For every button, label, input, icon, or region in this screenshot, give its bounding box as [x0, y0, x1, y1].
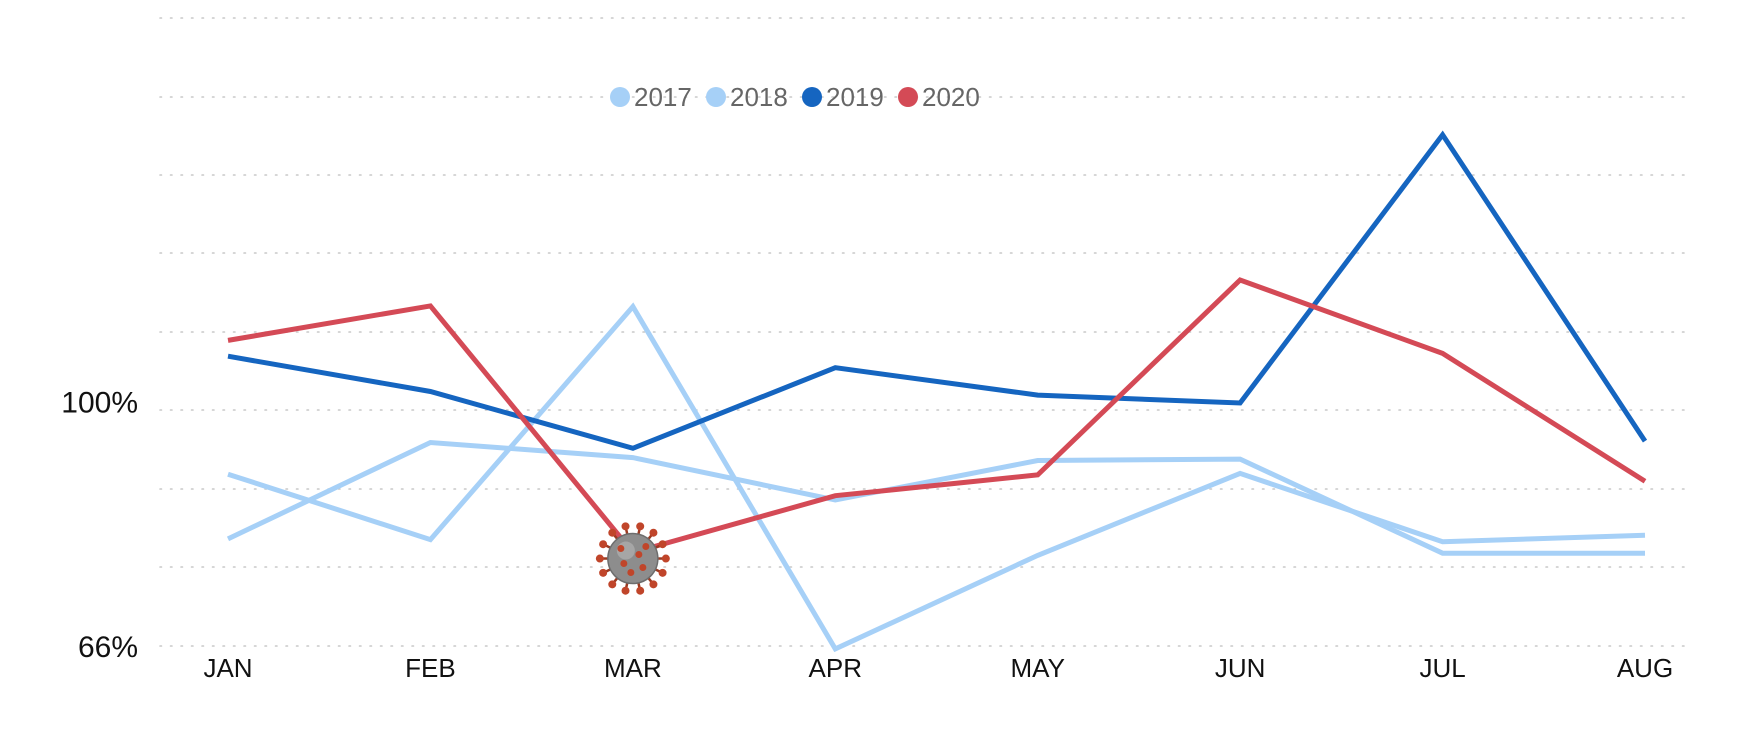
y-tick-label: 100% [61, 387, 138, 420]
x-tick-label: FEB [405, 653, 456, 683]
series-line-2019 [227, 130, 1648, 451]
series-line-2018 [226, 439, 1645, 556]
legend-item-2019: 2019 [802, 82, 884, 112]
legend-item-2017: 2017 [610, 82, 692, 112]
x-tick-label: JUL [1419, 653, 1465, 683]
x-axis: JAN FEB MAR APR MAY JUN JUL AUG [203, 653, 1673, 683]
x-tick-label: MAY [1011, 653, 1065, 683]
legend-label: 2020 [922, 82, 980, 112]
x-tick-label: MAR [604, 653, 662, 683]
legend-swatch [610, 87, 630, 107]
series-lines [226, 130, 1648, 653]
y-tick-label: 66% [78, 631, 138, 664]
series-line-2017 [227, 302, 1646, 653]
annotations [595, 522, 670, 595]
y-axis: 66% 100% [61, 387, 138, 664]
virus-icon [595, 522, 670, 595]
x-tick-label: JUN [1215, 653, 1266, 683]
legend: 2017 2018 2019 2020 [610, 82, 980, 112]
legend-label: 2019 [826, 82, 884, 112]
x-tick-label: APR [809, 653, 862, 683]
series-line-2020 [227, 277, 1647, 556]
legend-label: 2017 [634, 82, 692, 112]
legend-swatch [802, 87, 822, 107]
x-tick-label: AUG [1617, 653, 1673, 683]
x-tick-label: JAN [203, 653, 252, 683]
legend-item-2020: 2020 [898, 82, 980, 112]
legend-swatch [706, 87, 726, 107]
legend-swatch [898, 87, 918, 107]
legend-item-2018: 2018 [706, 82, 788, 112]
legend-label: 2018 [730, 82, 788, 112]
